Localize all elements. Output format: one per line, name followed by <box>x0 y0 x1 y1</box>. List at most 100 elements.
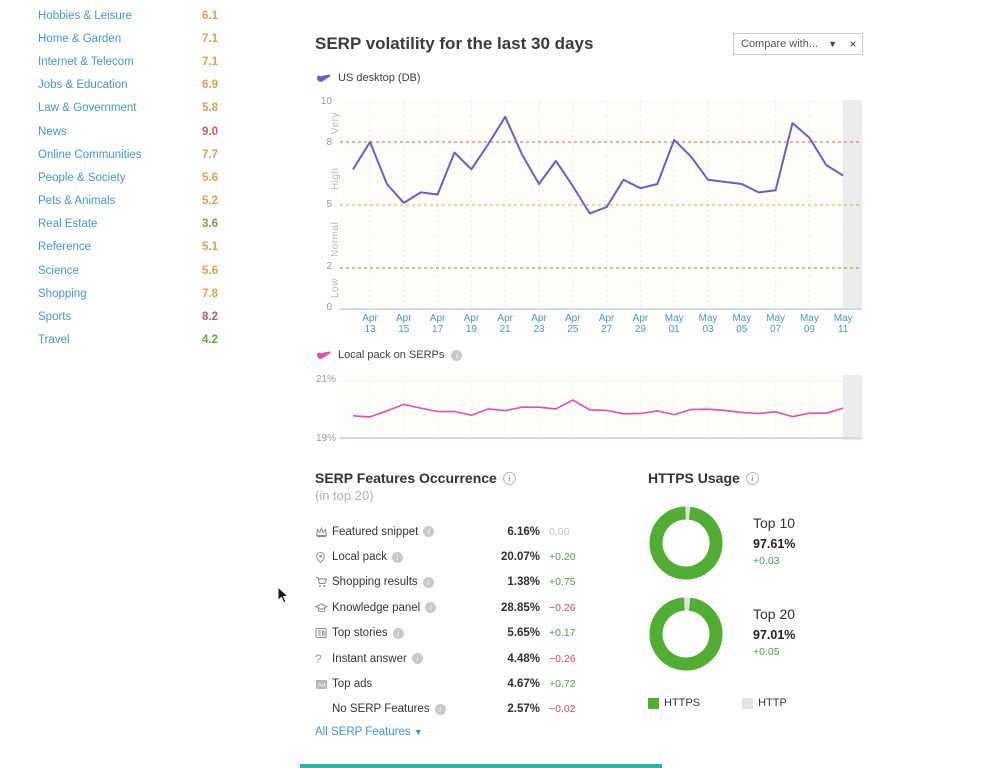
feature-value: 5.65% <box>507 627 540 640</box>
svg-text:Ad: Ad <box>318 682 326 689</box>
x-tick-label[interactable]: Apr 17 <box>429 313 446 335</box>
x-tick-label[interactable]: May 05 <box>732 313 752 335</box>
table-row-top-ads: Ad Top ads 4.67% +0.72 <box>315 671 587 696</box>
x-tick-label[interactable]: Apr 25 <box>565 313 581 335</box>
sidebar-item[interactable]: Internet & Telecom 7.1 <box>38 50 218 73</box>
feature-change: −0.26 <box>549 601 576 614</box>
y-tick-10: 10 <box>320 96 332 107</box>
info-icon[interactable]: i <box>391 551 403 563</box>
feature-label: Top stories <box>332 627 388 640</box>
volatility-legend: US desktop (DB) <box>316 72 421 84</box>
compare-with-placeholder: Compare with... <box>741 38 819 50</box>
sidebar-item[interactable]: Sports 8.2 <box>38 305 218 328</box>
info-icon[interactable]: i <box>502 471 516 485</box>
sidebar-item[interactable]: Reference 5.1 <box>38 236 218 259</box>
compare-with-select[interactable]: Compare with... ▼ <box>733 33 845 55</box>
sidebar-item[interactable]: Hobbies & Leisure 6.1 <box>38 4 218 27</box>
info-icon[interactable]: i <box>423 526 435 538</box>
sidebar-item-value: 5.6 <box>202 264 218 277</box>
x-tick-label[interactable]: May 01 <box>664 313 684 335</box>
sidebar-item-label[interactable]: Internet & Telecom <box>38 55 134 68</box>
sidebar-item-label[interactable]: Home & Garden <box>38 32 122 45</box>
sidebar-item-label[interactable]: Sports <box>38 311 72 324</box>
https-usage-title: HTTPS Usage <box>648 470 740 486</box>
feature-value: 2.57% <box>507 703 540 716</box>
sidebar-item[interactable]: Home & Garden 7.1 <box>38 27 218 50</box>
info-icon[interactable]: i <box>422 576 434 588</box>
info-icon[interactable]: i <box>434 703 446 715</box>
table-row-local-pack: Local pack i 20.07% +0.20 <box>315 544 587 569</box>
x-tick-label[interactable]: May 03 <box>698 313 718 335</box>
sidebar-item-value: 7.1 <box>202 32 218 45</box>
info-icon[interactable]: i <box>411 653 423 665</box>
sidebar-item-label[interactable]: Shopping <box>38 287 87 300</box>
sidebar-item-value: 9.0 <box>202 125 218 138</box>
sidebar-item-label[interactable]: Jobs & Education <box>38 79 128 92</box>
sidebar-item-value: 5.2 <box>202 195 218 208</box>
x-tick-label[interactable]: Apr 27 <box>598 313 615 335</box>
sidebar-item[interactable]: Real Estate 3.6 <box>38 213 218 236</box>
sidebar-item-label[interactable]: Hobbies & Leisure <box>38 9 132 22</box>
feature-value: 20.07% <box>500 551 540 564</box>
table-row-shopping-results: Shopping results i 1.38% +0.75 <box>315 570 587 595</box>
sidebar-item-label[interactable]: Reference <box>38 241 92 254</box>
feature-value: 28.85% <box>500 601 540 614</box>
info-icon[interactable]: i <box>745 471 759 485</box>
sidebar-item-label[interactable]: Science <box>38 264 79 277</box>
x-tick-label[interactable]: May 11 <box>833 313 853 335</box>
local-pack-line-chart[interactable] <box>340 375 862 440</box>
x-tick-label[interactable]: May 07 <box>766 313 786 335</box>
sidebar-item-label[interactable]: Law & Government <box>38 102 137 115</box>
donut-label: Top 20 <box>753 606 796 622</box>
info-icon[interactable]: i <box>451 349 463 361</box>
sidebar-item-value: 5.6 <box>202 171 218 184</box>
x-tick-label[interactable]: Apr 19 <box>463 313 480 335</box>
info-icon[interactable]: i <box>425 602 437 614</box>
donut-value: 97.61% <box>753 537 796 551</box>
x-tick-label[interactable]: May 09 <box>799 313 819 335</box>
sidebar-item[interactable]: Online Communities 7.7 <box>38 143 218 166</box>
https-top20-donut-chart <box>649 597 723 671</box>
http-legend-label: HTTP <box>758 697 787 709</box>
x-tick-label[interactable]: Apr 29 <box>632 313 649 335</box>
us-desktop-marker-icon <box>317 74 331 82</box>
all-serp-features-label: All SERP Features <box>315 726 411 738</box>
all-serp-features-link[interactable]: All SERP Features ▼ <box>315 726 423 738</box>
volatility-line-chart[interactable] <box>340 100 862 310</box>
sidebar-item[interactable]: Travel 4.2 <box>38 329 218 352</box>
https-top10-group: Top 10 97.61% +0.03 <box>648 505 795 586</box>
sidebar-item-label[interactable]: Travel <box>38 334 70 347</box>
feature-change: +0.17 <box>549 627 576 640</box>
compare-close-button[interactable]: × <box>844 33 863 55</box>
info-icon[interactable]: i <box>392 627 404 639</box>
feature-change: −0.02 <box>549 703 576 716</box>
x-tick-label[interactable]: Apr 23 <box>531 313 547 335</box>
category-list: Hobbies & Leisure 6.1 Home & Garden 7.1 Inte… <box>38 4 218 352</box>
https-swatch <box>648 697 659 709</box>
feature-value: 4.48% <box>507 652 540 665</box>
feature-label: Instant answer <box>332 652 407 665</box>
https-top10-donut-chart <box>649 506 723 580</box>
x-tick-label[interactable]: Apr 13 <box>362 313 378 335</box>
x-tick-label[interactable]: Apr 21 <box>497 313 513 335</box>
table-row-top-stories: Top stories i 5.65% +0.17 <box>315 621 587 646</box>
x-tick-label[interactable]: Apr 15 <box>396 313 412 335</box>
news-icon <box>315 627 332 639</box>
sidebar-item[interactable]: Law & Government 5.8 <box>38 97 218 120</box>
graduation-cap-icon <box>315 602 332 614</box>
sidebar-item-label[interactable]: Online Communities <box>38 148 142 161</box>
local-pack-marker-icon <box>317 351 331 359</box>
sidebar-item[interactable]: Science 5.6 <box>38 259 218 282</box>
sidebar-item[interactable]: Shopping 7.8 <box>38 282 218 305</box>
sidebar-item-label[interactable]: People & Society <box>38 171 126 184</box>
sidebar-item-label[interactable]: Real Estate <box>38 218 98 231</box>
sidebar-item[interactable]: News 9.0 <box>38 120 218 143</box>
sidebar-item[interactable]: People & Society 5.6 <box>38 166 218 189</box>
sidebar-item-label[interactable]: Pets & Animals <box>38 195 116 208</box>
sidebar-item[interactable]: Jobs & Education 6.9 <box>38 74 218 97</box>
feature-change: 0.00 <box>549 525 570 538</box>
sidebar-item[interactable]: Pets & Animals 5.2 <box>38 190 218 213</box>
sidebar-item-label[interactable]: News <box>38 125 67 138</box>
http-swatch <box>742 697 754 709</box>
sidebar-item-value: 3.6 <box>202 218 218 231</box>
